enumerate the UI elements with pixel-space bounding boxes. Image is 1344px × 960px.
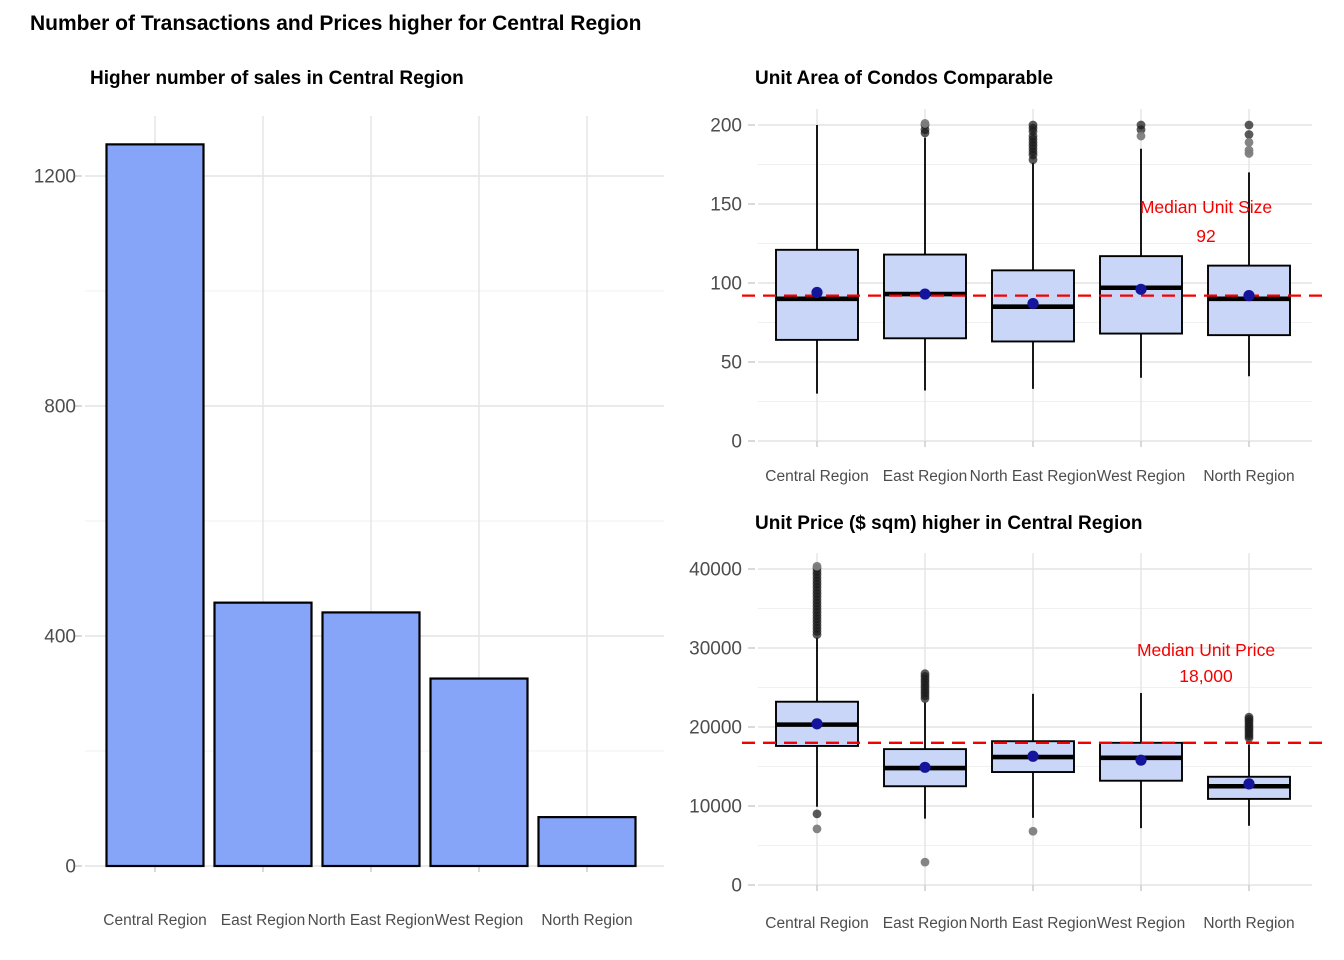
outlier-dot-gray [812,824,822,834]
outlier-dot-gray [1028,826,1038,836]
y-axis-label: 1200 [34,167,76,188]
y-axis-label: 0 [65,857,76,878]
unit-area-title: Unit Area of Condos Comparable [755,68,1054,89]
ref-line-label: Median Unit Price [1137,640,1275,660]
ref-line-value: 18,000 [1179,666,1233,686]
y-axis-label: 400 [44,627,76,648]
x-axis-label: North East Region [308,912,435,929]
x-axis-label: Central Region [765,468,868,485]
outlier-dot [1244,712,1254,722]
x-axis-label: West Region [1097,468,1185,485]
y-axis-label: 0 [731,432,742,453]
x-axis-label: West Region [435,912,523,929]
bar [213,601,313,868]
outlier-dot-gray [920,857,930,867]
ref-line-value: 92 [1196,226,1215,246]
panel-unit-area: Unit Area of Condos Comparable 0 50 100 150… [690,52,1344,505]
panel-unit-price: Unit Price ($ sqm) higher in Central Reg… [689,505,1344,960]
outlier-dot [1244,120,1254,130]
sales-bar-title: Higher number of sales in Central Region [90,68,464,89]
outlier-dot-gray [812,561,822,571]
mean-dot [919,288,931,300]
unit-price-chart: 0 10000 20000 30000 40000 Central Region East … [689,553,1326,932]
mean-dot [1027,750,1039,762]
y-axis-label: 40000 [689,560,742,581]
outlier-dot-gray [1244,145,1254,155]
y-axis-label: 150 [710,195,742,216]
outlier-dot [1028,120,1038,130]
x-axis-label: East Region [883,915,967,932]
mean-dot [811,718,823,730]
bar [429,677,529,868]
x-axis-label: East Region [221,912,305,929]
y-axis-label: 50 [721,353,742,374]
x-axis-label: North Region [1203,468,1294,485]
ref-line-label: Median Unit Size [1140,197,1272,217]
x-axis-label: North East Region [970,468,1097,485]
mean-dot [1135,754,1147,766]
bar [321,611,421,868]
x-axis-label: Central Region [765,915,868,932]
x-axis-label: Central Region [103,912,206,929]
y-axis-label: 0 [731,876,742,897]
unit-price-title: Unit Price ($ sqm) higher in Central Reg… [755,513,1143,534]
outlier-dot [1136,120,1146,130]
x-axis-label: North Region [541,912,632,929]
y-axis-label: 20000 [689,718,742,739]
outlier-dot-gray [920,119,930,128]
x-axis-label: North Region [1203,915,1294,932]
mean-dot [1027,297,1039,310]
bar [537,816,637,868]
y-axis-label: 10000 [689,797,742,818]
mean-dot [1135,283,1147,295]
x-axis-label: East Region [883,468,967,485]
y-axis-label: 800 [44,397,76,418]
x-axis-label: West Region [1097,915,1185,932]
bar [105,143,205,868]
mean-dot [1243,290,1255,302]
y-axis-label: 100 [710,274,742,295]
x-axis-label: North East Region [970,915,1097,932]
mean-dot [919,761,931,773]
outlier-dot-gray [1244,137,1254,147]
y-axis-label: 200 [710,116,742,137]
outlier-dot-gray [1136,131,1146,141]
mean-dot [1243,778,1255,790]
outlier-dot [920,669,930,679]
outlier-dot [1244,130,1254,139]
figure-title: Number of Transactions and Prices higher… [30,12,642,35]
y-axis-label: 30000 [689,639,742,660]
outlier-dot [812,809,822,819]
panel-sales-bar: Higher number of sales in Central Region… [0,52,676,960]
mean-dot [811,286,823,299]
